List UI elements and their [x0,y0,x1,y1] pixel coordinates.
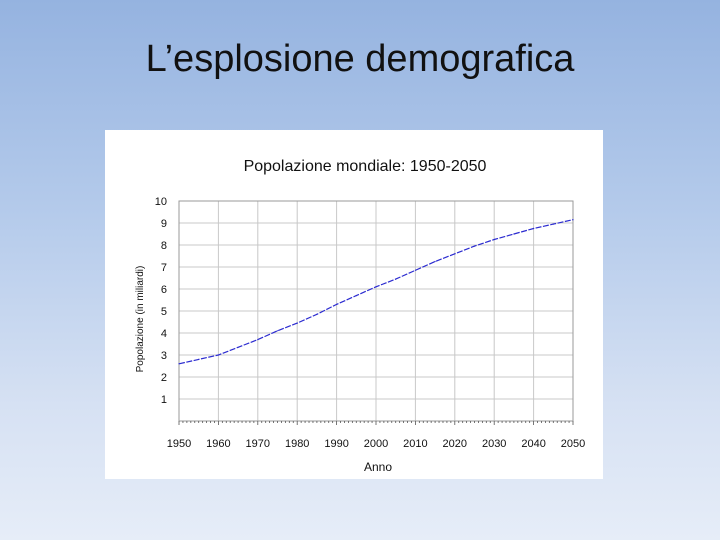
data-point [316,313,318,315]
x-tick-label: 1960 [206,438,230,450]
data-point [257,339,259,341]
data-point [355,295,357,297]
data-point [473,245,476,247]
y-tick-label: 2 [161,372,167,384]
y-axis-tick-labels: 1 2 3 4 5 6 7 8 9 10 [155,196,167,406]
population-line-chart: Popolazione mondiale: 1950-2050 1950 1960… [135,158,585,474]
data-point [375,286,377,288]
data-point [513,233,515,235]
x-axis-ticks [178,421,574,425]
x-tick-label: 2010 [403,438,427,450]
data-point [414,269,416,271]
x-tick-label: 1950 [167,438,191,450]
chart-panel: Popolazione mondiale: 1950-2050 1950 1960… [105,130,603,479]
x-tick-label: 2050 [561,438,585,450]
y-tick-label: 4 [161,328,167,340]
data-point [552,223,554,225]
data-point [493,238,495,241]
x-tick-label: 2000 [364,438,388,450]
x-tick-label: 2040 [521,438,545,450]
y-tick-label: 6 [161,284,167,296]
data-point [533,227,535,230]
chart-title: Popolazione mondiale: 1950-2050 [244,158,487,175]
data-point [572,219,574,221]
y-axis-label: Popolazione (in miliardi) [135,266,146,373]
data-point [454,253,456,255]
data-point [395,278,397,280]
x-tick-label: 1980 [285,438,309,450]
y-tick-label: 1 [161,394,167,406]
chart-series [178,219,574,365]
data-point [217,354,219,356]
data-point [434,260,436,263]
x-axis-label: Anno [364,460,392,474]
data-point [336,303,338,305]
x-tick-label: 2020 [443,438,467,450]
x-tick-label: 1970 [246,438,270,450]
data-point [198,358,200,360]
x-tick-label: 2030 [482,438,506,450]
x-axis-tick-labels: 1950 1960 1970 1980 1990 2000 2010 2020 2030 2040… [167,438,585,450]
data-point [237,346,239,348]
data-point [178,363,180,365]
y-tick-label: 3 [161,350,167,362]
x-tick-label: 1990 [324,438,348,450]
y-tick-label: 5 [161,306,167,318]
data-point [276,330,279,332]
slide-title: L’esplosione demografica [145,38,575,80]
y-tick-label: 9 [161,218,167,230]
y-tick-label: 10 [155,196,167,208]
data-point [296,322,298,324]
y-tick-label: 8 [161,240,167,252]
y-tick-label: 7 [161,262,167,274]
